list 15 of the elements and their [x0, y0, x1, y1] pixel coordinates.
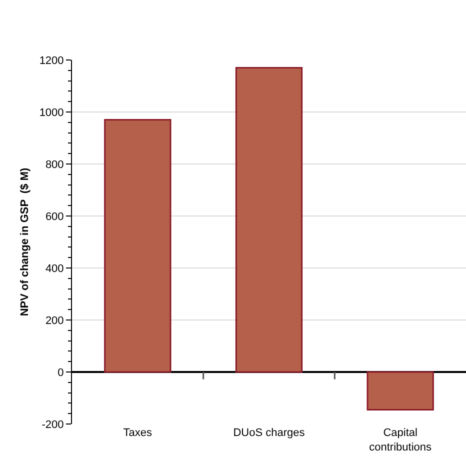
x-tick-label: Taxes	[123, 427, 153, 439]
y-tick-label: 1200	[39, 54, 64, 67]
x-tick-label: Capital contributions	[369, 427, 432, 454]
y-tick-label: 200	[45, 314, 64, 327]
y-tick-label: 800	[45, 158, 64, 171]
y-tick-label: 600	[45, 210, 64, 223]
y-tick-label: 400	[45, 262, 64, 275]
bar	[366, 371, 434, 410]
y-axis-title: NPV of change in GSP ($ M)	[18, 168, 31, 316]
y-tick-label: 0	[58, 366, 64, 379]
bar	[104, 119, 172, 373]
bar	[235, 67, 303, 373]
y-tick-label: -200	[42, 418, 64, 431]
x-tick-label: DUoS charges	[233, 427, 306, 439]
y-tick-label: 1000	[39, 106, 64, 119]
